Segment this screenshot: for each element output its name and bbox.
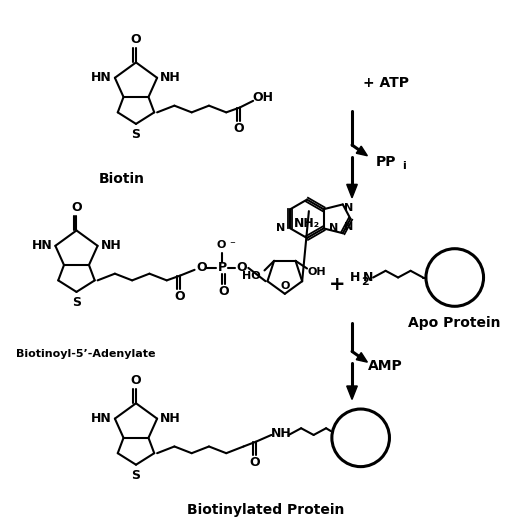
Text: NH: NH bbox=[271, 426, 291, 440]
Text: O: O bbox=[217, 240, 226, 250]
Text: Apo Protein: Apo Protein bbox=[409, 315, 501, 330]
Polygon shape bbox=[347, 386, 357, 399]
Text: N: N bbox=[276, 224, 285, 234]
Text: NH₂: NH₂ bbox=[294, 217, 320, 230]
Text: O: O bbox=[233, 122, 244, 135]
Text: OH: OH bbox=[307, 267, 326, 277]
Text: S: S bbox=[72, 296, 81, 309]
Text: O: O bbox=[131, 33, 141, 46]
Text: O: O bbox=[218, 285, 229, 298]
Text: O: O bbox=[196, 261, 207, 275]
Text: O: O bbox=[71, 201, 82, 214]
Text: ⁻: ⁻ bbox=[229, 240, 235, 250]
Text: N: N bbox=[344, 222, 353, 233]
Text: O: O bbox=[131, 374, 141, 387]
Text: HN: HN bbox=[91, 412, 112, 425]
Text: i: i bbox=[402, 161, 406, 171]
Text: N: N bbox=[329, 224, 338, 234]
Text: NH: NH bbox=[160, 412, 181, 425]
Text: NH: NH bbox=[160, 71, 181, 84]
Text: NH: NH bbox=[101, 239, 121, 252]
Text: + ATP: + ATP bbox=[362, 75, 409, 90]
Text: O: O bbox=[280, 281, 289, 291]
Text: Biotin: Biotin bbox=[99, 172, 144, 186]
Text: +: + bbox=[329, 275, 346, 294]
Text: AMP: AMP bbox=[368, 359, 403, 373]
Text: HN: HN bbox=[32, 239, 52, 252]
Text: HO: HO bbox=[242, 271, 261, 281]
Polygon shape bbox=[347, 184, 357, 198]
Text: P: P bbox=[218, 261, 227, 275]
Text: S: S bbox=[132, 469, 140, 482]
Text: N: N bbox=[363, 271, 374, 284]
Text: OH: OH bbox=[252, 91, 273, 105]
Text: O: O bbox=[174, 290, 184, 303]
Text: O: O bbox=[237, 261, 247, 275]
Text: 2: 2 bbox=[361, 277, 369, 287]
Text: Biotinylated Protein: Biotinylated Protein bbox=[187, 503, 344, 517]
Text: H: H bbox=[350, 271, 360, 284]
Polygon shape bbox=[356, 146, 368, 156]
Text: HN: HN bbox=[91, 71, 112, 84]
Text: N: N bbox=[344, 203, 353, 213]
Text: O: O bbox=[250, 456, 261, 469]
Polygon shape bbox=[356, 353, 368, 362]
Text: S: S bbox=[132, 128, 140, 141]
Text: PP: PP bbox=[375, 155, 396, 169]
Text: Biotinoyl-5’-Adenylate: Biotinoyl-5’-Adenylate bbox=[16, 349, 156, 359]
